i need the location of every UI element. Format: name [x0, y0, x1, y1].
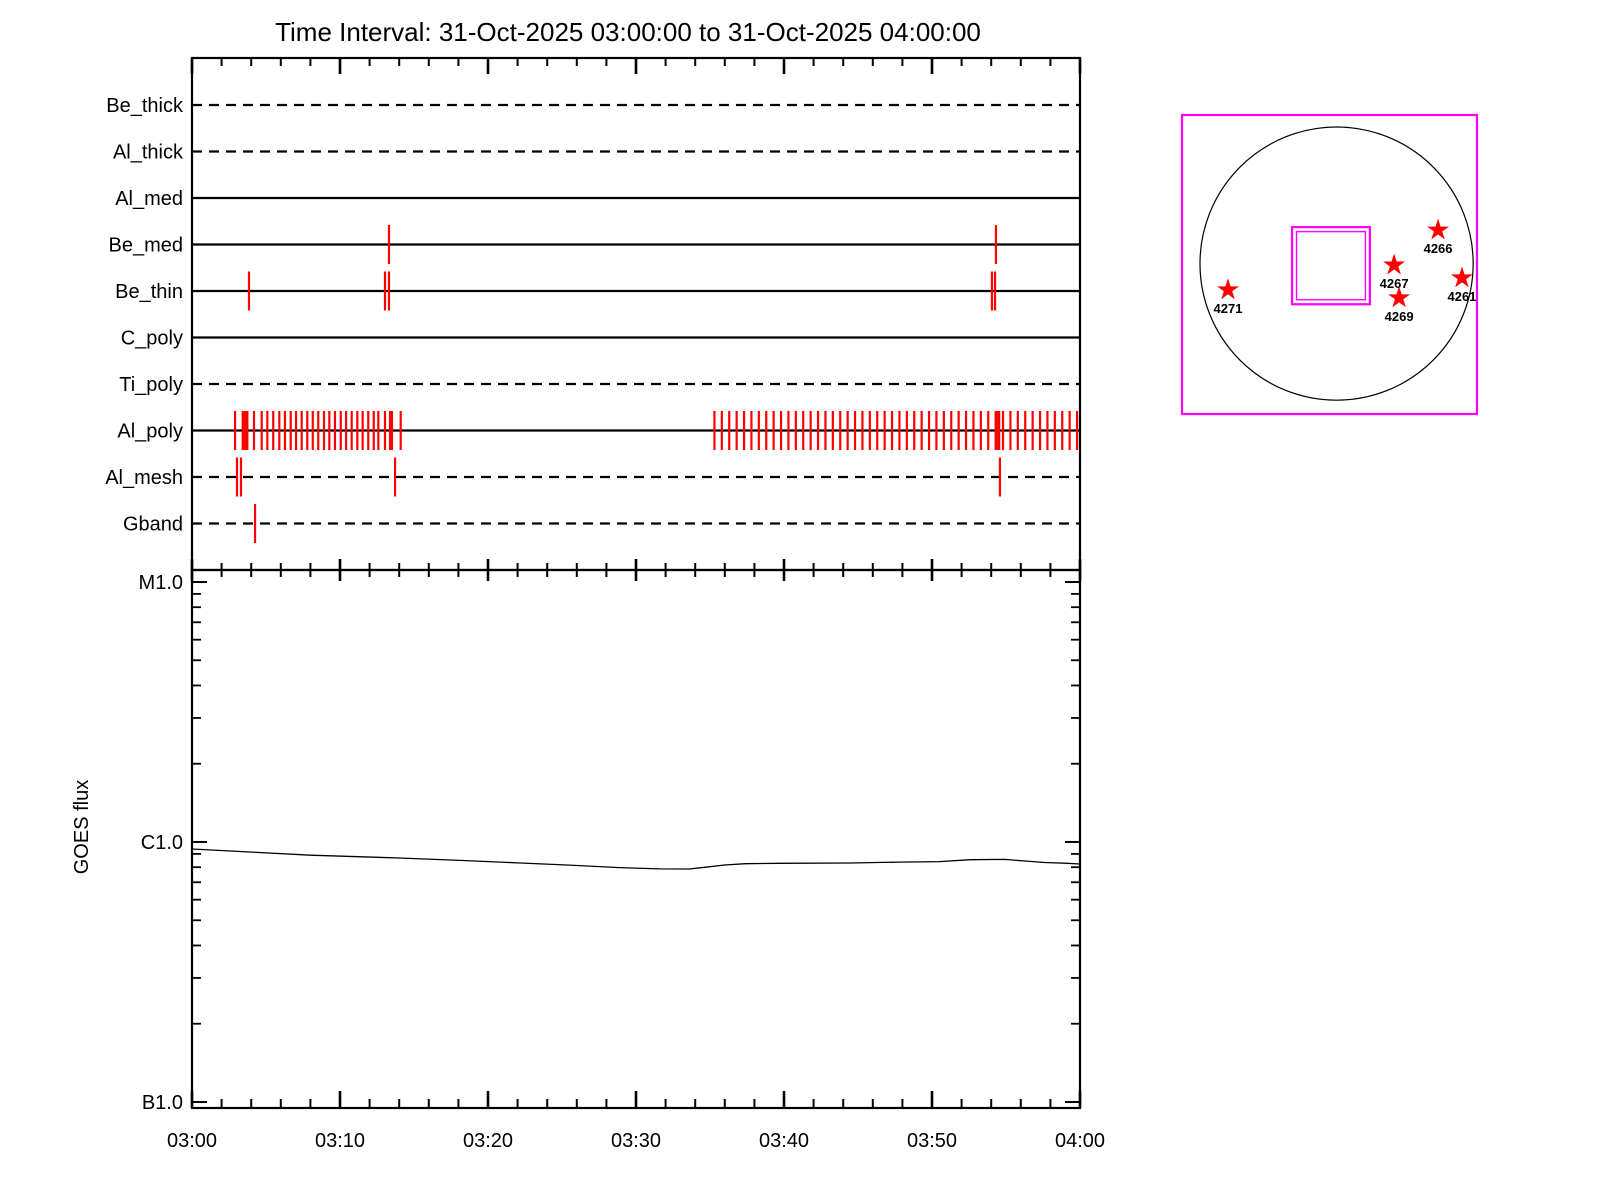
filter-row-label-Al_thick: Al_thick [113, 142, 184, 164]
active-region-star-4267 [1383, 253, 1405, 275]
xrt-fov-box-inner [1295, 230, 1367, 301]
x-axis-label-03:40: 03:40 [759, 1130, 809, 1152]
x-axis-label-04:00: 04:00 [1055, 1130, 1105, 1152]
x-axis-label-03:20: 03:20 [463, 1130, 513, 1152]
filter-row-label-Be_thick: Be_thick [106, 95, 184, 117]
goes-ytick-label: M1.0 [139, 572, 183, 594]
solar-disk-map: 4266 4267 4269 4261 4271 [1180, 113, 1479, 416]
x-axis-label-03:00: 03:00 [167, 1130, 217, 1152]
active-region-label-4261: 4261 [1447, 289, 1476, 304]
solar-disk-limb [1199, 126, 1474, 401]
xrt-fov-box-outer [1290, 226, 1372, 306]
filter-row-label-Al_poly: Al_poly [117, 421, 183, 443]
x-axis-label-03:10: 03:10 [315, 1130, 365, 1152]
active-region-label-4267: 4267 [1380, 276, 1409, 291]
active-region-star-4271 [1217, 278, 1239, 300]
goes-panel-border [190, 568, 1082, 1110]
goes-flux-panel: M1.0 C1.0 B1.0 03:00 03:10 03:20 03:30 03:40 03:… [71, 568, 1105, 1152]
goes-ytick-label: C1.0 [141, 832, 183, 854]
x-axis-label-03:30: 03:30 [611, 1130, 661, 1152]
filter-row-label-Ti_poly: Ti_poly [119, 374, 183, 396]
filter-row-label-Be_med: Be_med [109, 235, 184, 257]
active-region-label-4269: 4269 [1385, 309, 1414, 324]
filter-row-label-Gband: Gband [123, 514, 183, 536]
active-region-star-4269 [1388, 286, 1411, 308]
filter-timeline-panel: Be_thick Al_thick Al_med Be_med Be_thin C_pol… [105, 56, 1082, 581]
filter-row-label-C_poly: C_poly [121, 328, 183, 350]
goes-ytick-label: B1.0 [142, 1092, 183, 1114]
x-axis-label-03:50: 03:50 [907, 1130, 957, 1152]
active-region-label-4266: 4266 [1424, 241, 1453, 256]
filter-panel-border [190, 56, 1082, 572]
filter-row-label-Al_med: Al_med [115, 188, 183, 210]
active-region-label-4271: 4271 [1214, 301, 1243, 316]
goes-flux-axis-title: GOES flux [71, 780, 93, 874]
solar-map-frame [1180, 113, 1479, 416]
goes-flux-curve [191, 848, 1081, 870]
active-region-star-4261 [1451, 266, 1473, 288]
filter-row-label-Al_mesh: Al_mesh [105, 467, 183, 489]
filter-row-label-Be_thin: Be_thin [115, 281, 183, 303]
plot-title: Time Interval: 31-Oct-2025 03:00:00 to 3… [275, 17, 981, 47]
active-region-star-4266 [1427, 218, 1449, 240]
